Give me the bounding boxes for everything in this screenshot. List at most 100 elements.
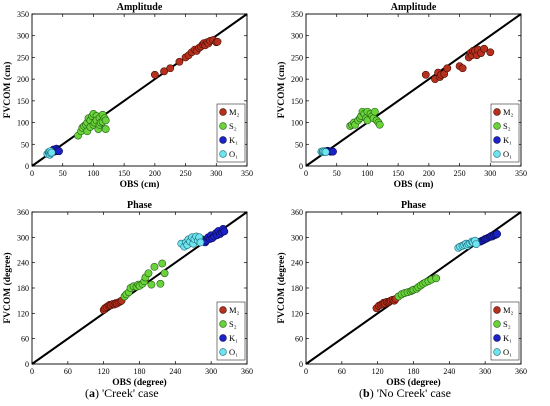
legend-marker-s2	[219, 320, 227, 328]
data-point-o1	[47, 148, 56, 157]
y-tick-label: 250	[17, 53, 29, 62]
x-tick-label: 0	[30, 169, 34, 178]
y-axis-label: FVCOM (cm)	[2, 62, 13, 119]
x-tick-label: 300	[479, 367, 491, 376]
x-tick-label: 360	[515, 367, 527, 376]
data-point-k1	[329, 147, 337, 156]
legend-marker-o1	[493, 348, 501, 356]
legend-label-s2: S₂	[229, 319, 237, 329]
x-tick-label: 350	[515, 169, 527, 178]
y-axis-label: FVCOM (cm)	[276, 62, 287, 119]
data-point-m2	[421, 70, 430, 79]
legend-marker-m2	[493, 108, 501, 116]
legend-marker-m2	[493, 306, 501, 314]
y-tick-label: 120	[17, 309, 29, 318]
y-tick-label: 300	[291, 32, 303, 41]
legend-label-m2: M₂	[503, 305, 514, 315]
legend-label-k1: K₁	[503, 135, 512, 145]
x-tick-label: 100	[87, 169, 99, 178]
legend-label-k1: K₁	[229, 135, 238, 145]
data-point-s2	[375, 120, 384, 129]
chart-panel-phase-nocreek: 0 60 120 180 240 300 360 0 60 120 180 240 300 360 Phas…	[276, 200, 527, 388]
chart-panel-amplitude-nocreek: 0 50 100 150 200 250 300 350 0 50 100 150 200 250 300 3…	[276, 2, 527, 190]
y-tick-label: 360	[17, 208, 29, 217]
y-tick-label: 120	[291, 309, 303, 318]
y-tick-label: 150	[291, 97, 303, 106]
data-point-o1	[321, 148, 330, 157]
legend-marker-k1	[219, 136, 227, 144]
y-tick-label: 250	[291, 53, 303, 62]
y-tick-label: 240	[17, 259, 29, 268]
data-point-m2	[175, 57, 184, 66]
data-point-k1	[55, 147, 63, 156]
legend: M₂ S₂ K₁ O₁	[490, 103, 520, 163]
data-point-m2	[486, 48, 495, 57]
data-point-m2	[458, 64, 467, 73]
x-tick-label: 300	[210, 169, 222, 178]
x-tick-label: 350	[241, 169, 253, 178]
x-tick-label: 250	[454, 169, 466, 178]
data-point-m2	[480, 44, 489, 53]
data-point-s2	[160, 269, 169, 278]
y-tick-label: 180	[291, 284, 303, 293]
y-axis-label: FVCOM (degree)	[276, 252, 287, 323]
y-tick-label: 300	[291, 233, 303, 242]
chart-title: Amplitude	[117, 2, 163, 13]
x-axis-label: OBS (degree)	[112, 377, 166, 388]
legend-label-o1: O₁	[503, 149, 512, 159]
legend-marker-o1	[493, 150, 501, 158]
x-tick-label: 50	[59, 169, 67, 178]
y-tick-label: 350	[291, 10, 303, 19]
chart-title: Phase	[401, 200, 427, 211]
caption-b-label: b	[363, 386, 370, 400]
legend-label-o1: O₁	[503, 347, 512, 357]
y-tick-label: 200	[17, 75, 29, 84]
y-tick-label: 50	[295, 140, 303, 149]
x-tick-label: 200	[149, 169, 161, 178]
one-to-one-line	[305, 13, 522, 167]
data-point-o1	[472, 240, 481, 248]
y-tick-label: 180	[17, 284, 29, 293]
legend-label-m2: M₂	[229, 107, 240, 117]
caption-a-label: a	[89, 386, 95, 400]
legend-marker-m2	[219, 306, 227, 314]
y-tick-label: 360	[291, 208, 303, 217]
y-tick-label: 60	[21, 335, 29, 344]
data-point-m2	[150, 70, 159, 79]
x-tick-label: 120	[98, 367, 110, 376]
y-tick-label: 150	[17, 97, 29, 106]
data-point-s2	[370, 107, 379, 116]
x-tick-label: 120	[372, 367, 384, 376]
data-point-k1	[220, 227, 229, 236]
x-tick-label: 250	[180, 169, 192, 178]
chart-panel-phase-creek: 0 60 120 180 240 300 360 0 60 120 180 240 300 360 Phas…	[2, 200, 253, 388]
legend-marker-m2	[219, 108, 227, 116]
x-tick-label: 0	[304, 367, 308, 376]
y-tick-label: 200	[291, 75, 303, 84]
legend-label-o1: O₁	[229, 149, 238, 159]
x-tick-label: 60	[64, 367, 72, 376]
y-tick-label: 100	[291, 119, 303, 128]
y-tick-label: 60	[295, 335, 303, 344]
x-axis-label: OBS (cm)	[120, 179, 160, 190]
x-tick-label: 300	[484, 169, 496, 178]
y-tick-label: 240	[291, 259, 303, 268]
y-tick-label: 0	[25, 162, 29, 171]
data-point-m2	[160, 67, 168, 76]
data-point-m2	[166, 64, 175, 73]
caption-a-text: 'Creek' case	[99, 386, 159, 400]
legend-marker-k1	[493, 334, 501, 342]
x-tick-label: 360	[241, 367, 253, 376]
data-point-k1	[493, 230, 502, 238]
legend: M₂ S₂ K₁ O₁	[216, 103, 246, 163]
y-tick-label: 100	[17, 119, 29, 128]
legend-marker-o1	[219, 150, 227, 158]
legend-label-s2: S₂	[503, 121, 511, 131]
y-tick-label: 0	[299, 162, 303, 171]
x-tick-label: 100	[361, 169, 373, 178]
legend: M₂ S₂ K₁ O₁	[216, 301, 246, 361]
x-tick-label: 240	[169, 367, 181, 376]
x-tick-label: 150	[118, 169, 130, 178]
legend-marker-s2	[493, 122, 501, 130]
